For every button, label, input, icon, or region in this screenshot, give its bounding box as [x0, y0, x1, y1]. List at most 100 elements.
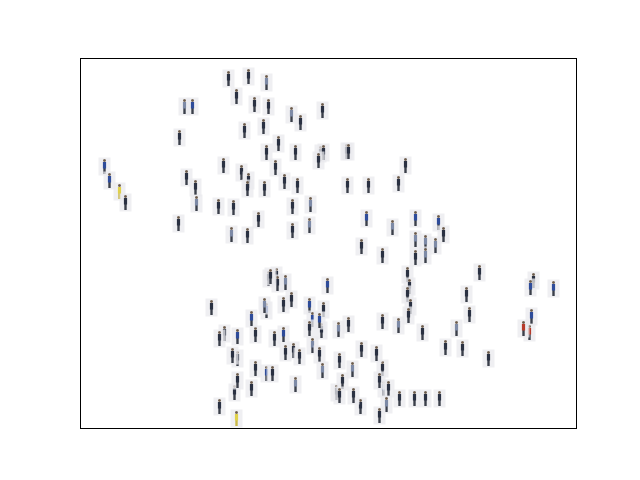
data-point — [524, 278, 537, 297]
data-point — [355, 340, 368, 359]
data-point — [460, 285, 473, 304]
data-point — [392, 174, 405, 193]
data-point — [409, 248, 422, 267]
data-point — [227, 198, 240, 217]
data-point — [278, 172, 291, 191]
data-point — [342, 315, 355, 334]
data-point — [370, 344, 383, 363]
data-point — [333, 351, 346, 370]
data-point — [303, 296, 316, 315]
data-point — [336, 372, 349, 391]
data-point — [258, 296, 271, 315]
data-point — [316, 361, 329, 380]
data-point — [241, 226, 254, 245]
data-point — [316, 101, 329, 120]
data-point — [294, 113, 307, 132]
data-point — [286, 197, 299, 216]
data-point — [245, 379, 258, 398]
data-point — [291, 176, 304, 195]
data-point — [119, 193, 132, 212]
data-point — [346, 360, 359, 379]
data-point — [222, 69, 235, 88]
data-point — [303, 319, 316, 338]
data-point — [172, 214, 185, 233]
data-point — [285, 290, 298, 309]
data-point — [231, 327, 244, 346]
data-point — [252, 210, 265, 229]
data-point — [355, 237, 368, 256]
data-point — [393, 389, 406, 408]
data-point — [260, 143, 273, 162]
data-point — [450, 319, 463, 338]
data-point — [289, 143, 302, 162]
data-point — [386, 218, 399, 237]
data-point — [241, 179, 254, 198]
data-point — [463, 305, 476, 324]
data-point — [303, 216, 316, 235]
plot-frame — [80, 58, 577, 429]
data-point — [242, 67, 255, 86]
data-point — [230, 87, 243, 106]
data-point — [409, 230, 422, 249]
data-point — [98, 157, 111, 176]
data-point — [376, 246, 389, 265]
data-point — [266, 364, 279, 383]
data-point — [186, 97, 199, 116]
data-point — [399, 156, 412, 175]
data-point — [419, 246, 432, 265]
data-point — [189, 178, 202, 197]
data-point — [313, 345, 326, 364]
data-point — [279, 343, 292, 362]
data-point — [332, 320, 345, 339]
data-point — [547, 279, 560, 298]
data-point — [213, 329, 226, 348]
data-point — [419, 389, 432, 408]
data-point — [238, 121, 251, 140]
data-point — [103, 171, 116, 190]
data-point — [173, 128, 186, 147]
data-point — [362, 176, 375, 195]
data-point — [373, 371, 386, 390]
data-point — [258, 179, 271, 198]
data-point — [304, 195, 317, 214]
data-point — [416, 323, 429, 342]
data-point — [402, 306, 415, 325]
data-point — [257, 117, 270, 136]
data-point — [342, 142, 355, 161]
data-point — [517, 319, 530, 338]
data-point — [226, 346, 239, 365]
data-point — [249, 325, 262, 344]
data-point — [249, 359, 262, 378]
data-point — [277, 325, 290, 344]
data-point — [321, 276, 334, 295]
data-point — [341, 176, 354, 195]
data-point — [360, 209, 373, 228]
data-point — [439, 338, 452, 357]
data-point — [456, 339, 469, 358]
data-point — [205, 298, 218, 317]
data-point — [482, 349, 495, 368]
data-point — [231, 371, 244, 390]
data-point — [264, 267, 277, 286]
data-point — [433, 389, 446, 408]
data-point — [245, 309, 258, 328]
data-point — [313, 311, 326, 330]
data-point — [262, 97, 275, 116]
data-point — [373, 406, 386, 425]
data-point — [230, 409, 243, 428]
thumbnail-marks — [98, 67, 560, 428]
data-point — [473, 263, 486, 282]
data-point — [333, 386, 346, 405]
data-point — [269, 158, 282, 177]
data-point — [289, 375, 302, 394]
data-point — [312, 151, 325, 170]
data-point — [286, 221, 299, 240]
data-point — [347, 386, 360, 405]
data-point — [248, 95, 261, 114]
data-point — [225, 225, 238, 244]
data-point — [437, 225, 450, 244]
data-point — [213, 397, 226, 416]
data-point — [376, 312, 389, 331]
